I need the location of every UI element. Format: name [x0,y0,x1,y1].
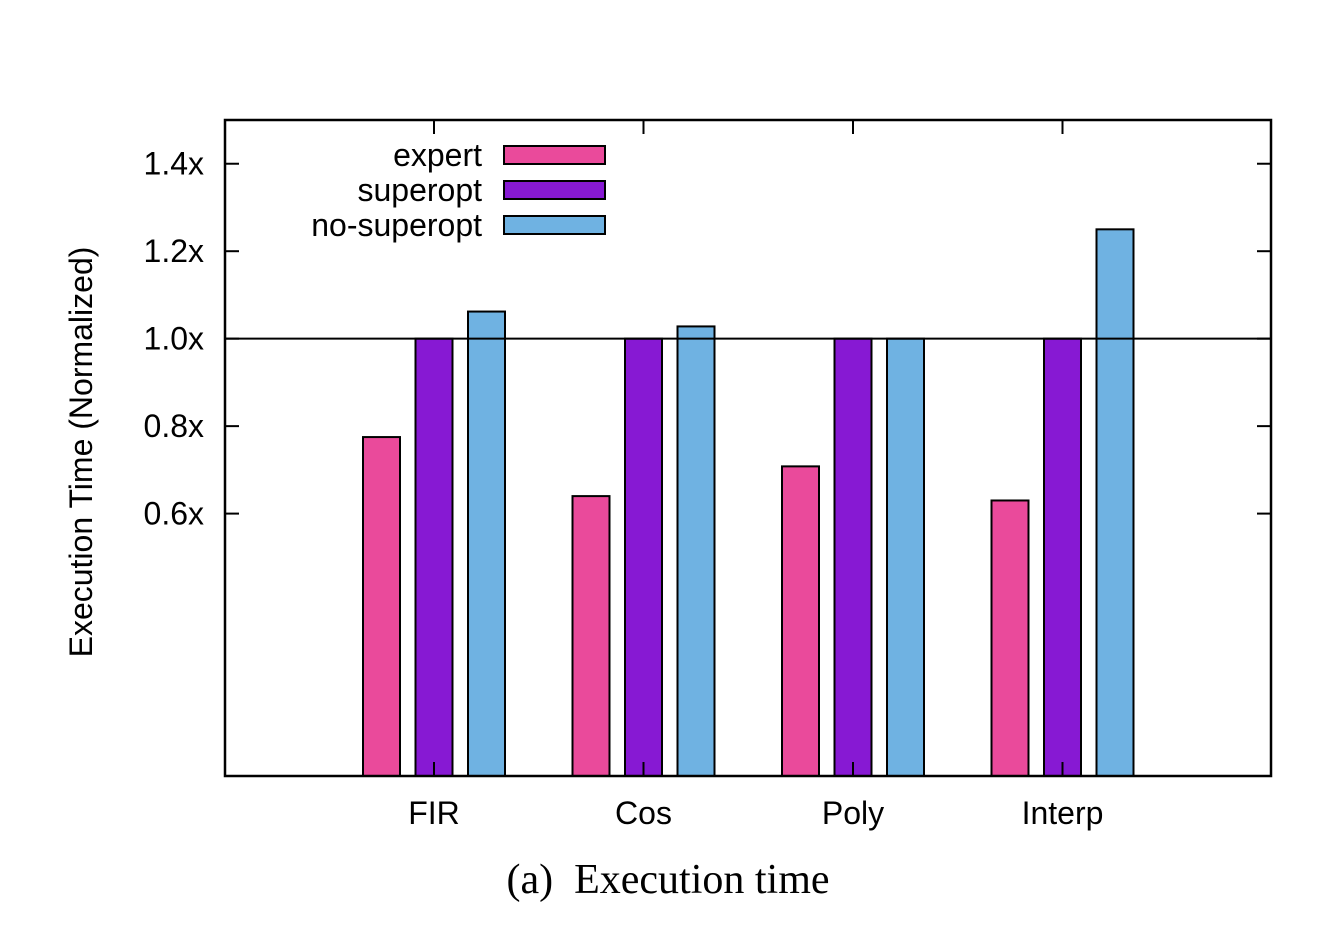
plot-frame [223,118,1273,778]
bar-superopt-poly [833,337,873,777]
y-tick-label: 1.2x [144,233,204,269]
y-tick-label: 0.6x [144,496,204,532]
x-tick-label: FIR [408,795,460,831]
legend-swatch-expert [503,145,606,165]
bar-no-superopt-poly [886,337,925,777]
y-axis-label: Execution Time (Normalized) [63,247,99,658]
bar-superopt-fir [414,337,454,777]
figure-caption: (a) Execution time [506,857,829,903]
bar-no-superopt-interp [1095,228,1135,778]
legend-swatch-superopt [503,180,606,200]
bar-expert-poly [781,465,820,777]
x-axis: FIR Cos Poly Interp [408,120,1103,831]
legend-swatch-no-superopt [503,215,606,235]
x-tick-label: Cos [615,795,672,831]
bar-expert-interp [990,499,1030,777]
bar-no-superopt-cos [676,325,716,777]
x-tick-label: Poly [822,795,884,831]
legend-label-superopt: superopt [357,172,482,208]
bar-expert-cos [571,495,611,777]
y-tick-label: 0.8x [144,408,204,444]
bar-superopt-cos [624,337,663,777]
bar-no-superopt-fir [467,310,506,777]
legend-label-expert: expert [393,137,482,173]
legend-label-no-superopt: no-superopt [311,207,482,243]
bars-group [362,228,1135,778]
x-tick-label: Interp [1022,795,1104,831]
y-axis: 0.6x 0.8x 1.0x 1.2x 1.4x [144,146,1271,532]
y-tick-label: 1.0x [144,321,204,357]
bar-superopt-interp [1043,337,1082,777]
y-tick-label: 1.4x [144,146,204,182]
bar-expert-fir [362,436,401,777]
